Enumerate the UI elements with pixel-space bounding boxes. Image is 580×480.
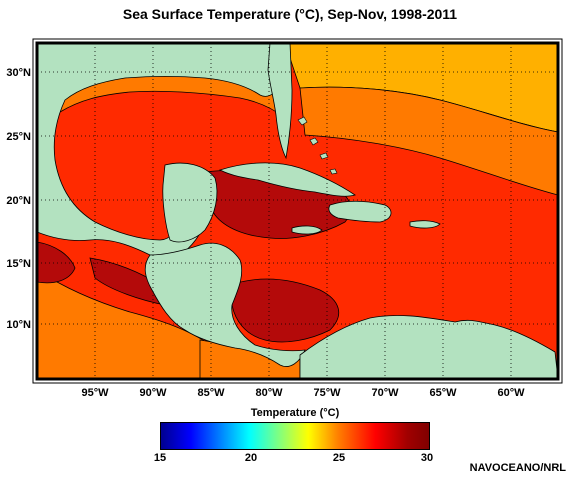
- graticule: [37, 43, 558, 379]
- land-puerto-rico: [409, 220, 441, 229]
- atlantic-mid-orange: [299, 86, 558, 196]
- land-bahamas: [297, 116, 338, 175]
- caribbean-dark-south: [229, 278, 340, 343]
- lat-label-25: 25°N: [6, 131, 31, 143]
- lon-label-95: 95°W: [81, 387, 109, 399]
- lon-label-75: 75°W: [313, 387, 341, 399]
- land-yucatan: [162, 162, 218, 243]
- land-central-america: [144, 242, 306, 367]
- lon-label-90: 90°W: [139, 387, 167, 399]
- land-hispaniola: [328, 200, 392, 223]
- land-south-america: [299, 315, 558, 379]
- lat-label-20: 20°N: [6, 195, 31, 207]
- lon-label-70: 70°W: [371, 387, 399, 399]
- map-frame: [35, 41, 560, 381]
- lon-label-85: 85°W: [197, 387, 225, 399]
- colorbar-title: Temperature (°C): [250, 407, 340, 419]
- map-title: Sea Surface Temperature (°C), Sep-Nov, 1…: [122, 6, 458, 22]
- land-cuba: [218, 162, 356, 197]
- lat-label-30: 30°N: [6, 67, 31, 79]
- colorbar-tick-20: 20: [244, 452, 258, 464]
- lon-label-80: 80°W: [255, 387, 283, 399]
- lon-label-60: 60°W: [497, 387, 525, 399]
- colorbar: [160, 422, 430, 450]
- colorbar-tick-30: 30: [420, 452, 434, 464]
- credit-label: NAVOCEANO/NRL: [469, 462, 566, 474]
- colorbar-tick-15: 15: [153, 452, 167, 464]
- land-jamaica: [291, 225, 323, 235]
- lat-label-10: 10°N: [6, 319, 31, 331]
- colorbar-tick-25: 25: [332, 452, 346, 464]
- pacific-dark-patch: [37, 241, 76, 284]
- lon-label-65: 65°W: [429, 387, 457, 399]
- lat-label-15: 15°N: [6, 258, 31, 270]
